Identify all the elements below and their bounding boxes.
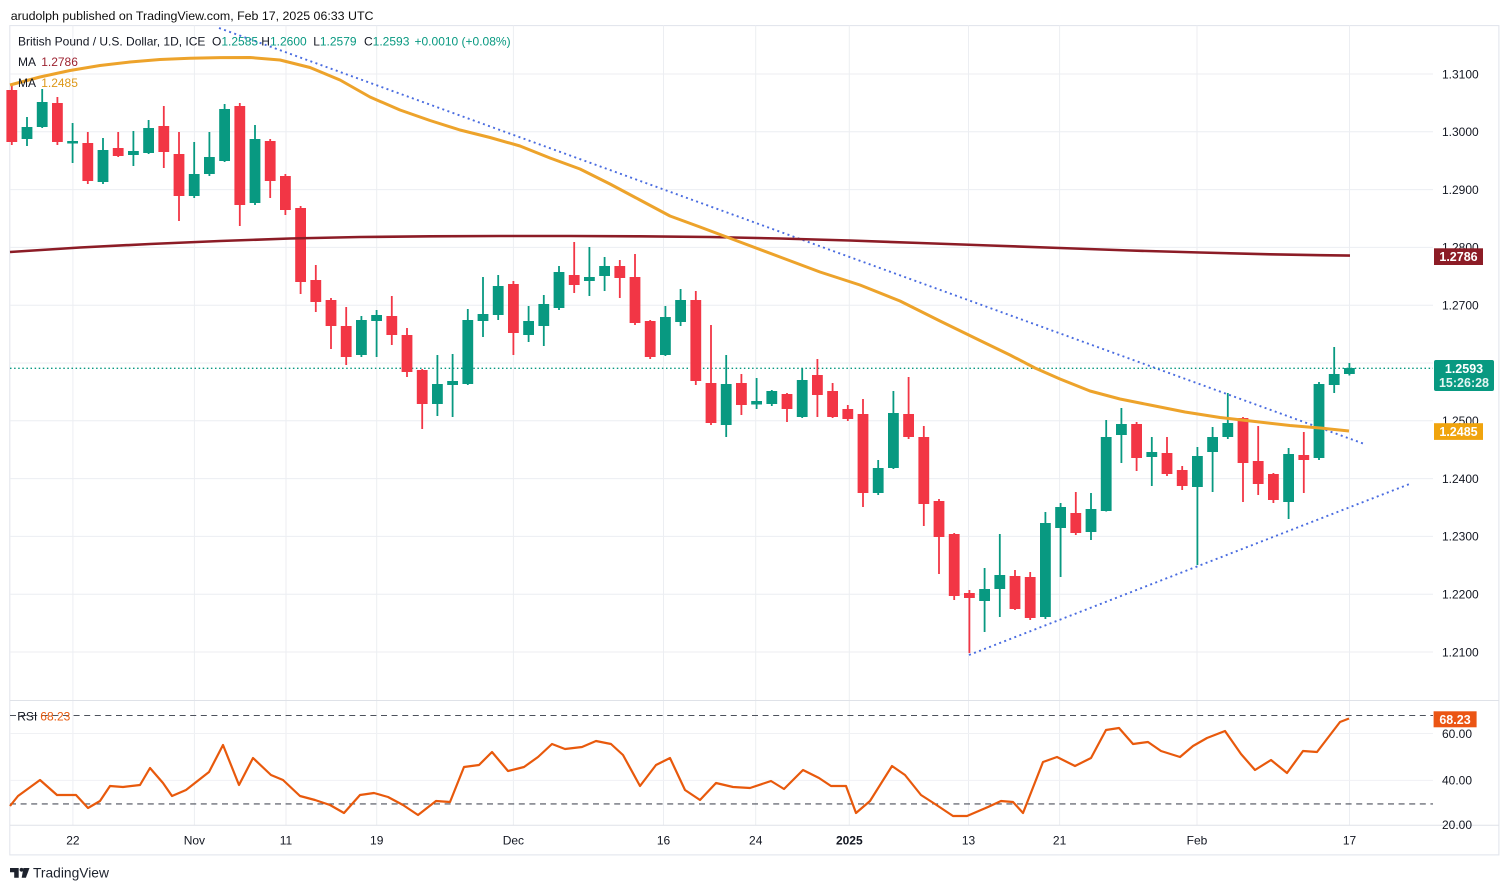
svg-text:Dec: Dec xyxy=(503,834,524,848)
svg-text:1.2786: 1.2786 xyxy=(41,55,78,69)
svg-text:1.2300: 1.2300 xyxy=(1442,530,1479,544)
svg-text:1.3000: 1.3000 xyxy=(1442,125,1479,139)
svg-text:1.2200: 1.2200 xyxy=(1442,588,1479,602)
svg-text:TradingView: TradingView xyxy=(33,866,109,881)
svg-text:16: 16 xyxy=(657,834,671,848)
svg-text:C1.2593: C1.2593 xyxy=(364,35,410,49)
svg-text:1.2100: 1.2100 xyxy=(1442,645,1479,659)
svg-text:15:26:28: 15:26:28 xyxy=(1439,376,1489,390)
svg-text:22: 22 xyxy=(66,834,80,848)
svg-text:Feb: Feb xyxy=(1187,834,1208,848)
svg-text:MA: MA xyxy=(18,76,36,90)
svg-text:11: 11 xyxy=(280,834,293,848)
svg-text:1.3100: 1.3100 xyxy=(1442,67,1479,81)
svg-text:arudolph published on TradingV: arudolph published on TradingView.com, F… xyxy=(11,9,374,23)
svg-text:13: 13 xyxy=(962,834,976,848)
svg-text:+0.0010 (+0.08%): +0.0010 (+0.08%) xyxy=(415,35,511,49)
svg-text:24: 24 xyxy=(749,834,763,848)
svg-text:H1.2600: H1.2600 xyxy=(261,35,307,49)
svg-text:1.2593: 1.2593 xyxy=(1445,362,1483,376)
svg-text:20.00: 20.00 xyxy=(1442,818,1472,832)
svg-text:Nov: Nov xyxy=(184,834,205,848)
svg-text:1.2786: 1.2786 xyxy=(1439,250,1477,264)
svg-text:MA: MA xyxy=(18,55,36,69)
svg-text:1.2700: 1.2700 xyxy=(1442,299,1479,313)
svg-text:British Pound / U.S. Dollar, 1: British Pound / U.S. Dollar, 1D, ICE xyxy=(18,35,205,49)
svg-text:1.2900: 1.2900 xyxy=(1442,183,1479,197)
svg-text:L1.2579: L1.2579 xyxy=(313,35,357,49)
svg-text:1.2485: 1.2485 xyxy=(41,76,78,90)
svg-text:2025: 2025 xyxy=(836,834,863,848)
svg-text:19: 19 xyxy=(370,834,384,848)
svg-text:1.2485: 1.2485 xyxy=(1439,425,1477,439)
svg-text:1.2400: 1.2400 xyxy=(1442,472,1479,486)
svg-text:40.00: 40.00 xyxy=(1442,774,1472,788)
svg-text:O1.2585: O1.2585 xyxy=(212,35,258,49)
svg-text:68.23: 68.23 xyxy=(1439,713,1470,727)
svg-text:RSI: RSI xyxy=(17,710,37,724)
svg-text:17: 17 xyxy=(1343,834,1357,848)
svg-text:21: 21 xyxy=(1053,834,1067,848)
svg-text:60.00: 60.00 xyxy=(1442,727,1472,741)
svg-text:68.23: 68.23 xyxy=(40,710,70,724)
